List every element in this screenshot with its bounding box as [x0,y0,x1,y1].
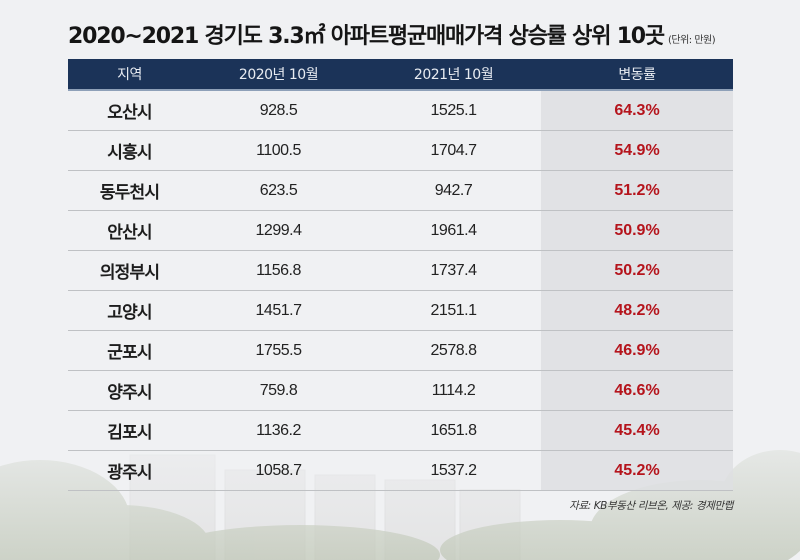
price-2020-cell: 1451.7 [255,301,302,319]
change-rate-cell: 46.6% [541,371,733,410]
table-row: 의정부시 1156.8 1737.4 50.2% [68,251,733,291]
price-2020-cell: 759.8 [259,381,298,399]
change-rate-cell: 50.2% [541,251,733,290]
price-2021-cell: 942.7 [434,181,473,199]
price-2021-cell: 2151.1 [430,301,477,319]
price-2021-cell: 1961.4 [430,221,477,239]
source-note: 자료: KB부동산 리브온, 제공: 경제만랩 [569,500,733,512]
price-2020-cell: 623.5 [259,181,298,199]
table-row: 시흥시 1100.5 1704.7 54.9% [68,131,733,171]
price-2020-cell: 1058.7 [255,461,302,479]
price-2020-cell: 1156.8 [256,261,301,279]
region-cell: 광주시 [107,463,152,483]
price-2020-cell: 1136.2 [256,421,301,439]
price-2021-cell: 1537.2 [430,461,477,479]
region-cell: 오산시 [107,103,152,123]
change-rate-cell: 54.9% [541,131,733,170]
region-cell: 고양시 [107,303,152,323]
change-rate-cell: 64.3% [541,91,733,130]
table-row: 동두천시 623.5 942.7 51.2% [68,171,733,211]
header-2021: 2021년 10월 [413,67,494,83]
region-cell: 안산시 [107,223,152,243]
change-rate-cell: 45.2% [541,451,733,490]
change-rate-cell: 50.9% [541,211,733,250]
table-row: 광주시 1058.7 1537.2 45.2% [68,451,733,491]
table-row: 군포시 1755.5 2578.8 46.9% [68,331,733,371]
price-2021-cell: 1737.4 [430,261,477,279]
price-2020-cell: 1755.5 [255,341,302,359]
region-cell: 양주시 [107,383,152,403]
price-2021-cell: 1525.1 [430,101,477,119]
table-row: 양주시 759.8 1114.2 46.6% [68,371,733,411]
header-region: 지역 [117,67,142,83]
price-2021-cell: 1704.7 [430,141,477,159]
unit-label: (단위: 만원) [667,35,716,46]
chart-title: 2020~2021 경기도 3.3㎡ 아파트평균매매가격 상승률 상위 10곳 [68,24,665,49]
change-rate-cell: 51.2% [541,171,733,210]
price-2020-cell: 1100.5 [256,141,301,159]
data-table: 지역 2020년 10월 2021년 10월 변동률 오산시 928.5 152… [68,59,733,491]
table-header: 지역 2020년 10월 2021년 10월 변동률 [68,59,733,91]
title-row: 2020~2021 경기도 3.3㎡ 아파트평균매매가격 상승률 상위 10곳 … [68,18,748,52]
price-2020-cell: 1299.4 [255,221,302,239]
region-cell: 군포시 [107,343,152,363]
table-row: 고양시 1451.7 2151.1 48.2% [68,291,733,331]
header-change-rate: 변동률 [618,67,656,83]
change-rate-cell: 48.2% [541,291,733,330]
price-2021-cell: 1114.2 [431,381,476,399]
region-cell: 김포시 [107,423,152,443]
change-rate-cell: 45.4% [541,411,733,450]
header-2020: 2020년 10월 [238,67,319,83]
region-cell: 의정부시 [99,263,160,283]
price-2021-cell: 1651.8 [430,421,477,439]
change-rate-cell: 46.9% [541,331,733,370]
price-2020-cell: 928.5 [259,101,298,119]
table-row: 김포시 1136.2 1651.8 45.4% [68,411,733,451]
table-row: 안산시 1299.4 1961.4 50.9% [68,211,733,251]
table-row: 오산시 928.5 1525.1 64.3% [68,91,733,131]
price-2021-cell: 2578.8 [430,341,477,359]
region-cell: 동두천시 [99,183,160,203]
region-cell: 시흥시 [107,143,152,163]
